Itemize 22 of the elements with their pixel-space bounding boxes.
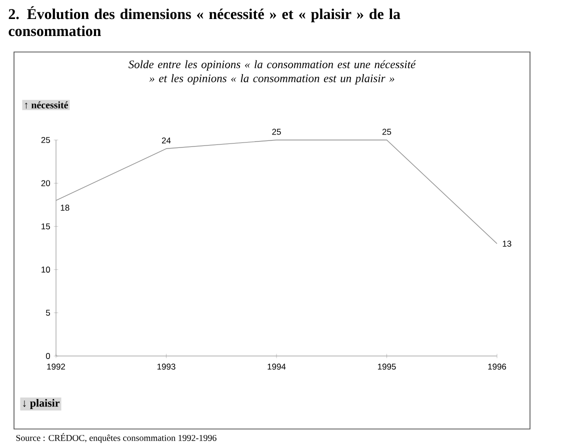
x-tick-label: 1992 [47,364,65,370]
text: ↑ nécessité [25,101,68,109]
data-label: 13 [502,240,512,247]
data-label: 18 [60,204,70,211]
chart-title: 2. Évolution des dimensions « nécessité » et « plaisir » de la consommation [8,6,400,36]
x-tick-label: 1994 [268,364,286,370]
y-tick-label: 0 [46,353,50,359]
data-label: 25 [272,128,281,135]
x-tick-label: 1995 [378,364,396,370]
y-tick-label: 15 [42,223,50,230]
chart-subtitle: Solde entre les opinions « la consommation est une nécessité » et les opinions « la consommation est un plaisir » [128,60,416,85]
y-tick-label: 5 [46,310,50,316]
data-label: 25 [382,128,392,135]
y-tick-label: 25 [41,137,50,143]
source-note: Source : CRÉDOC, enquêtes consommation 1992-1996 [16,433,216,443]
line-series [56,140,498,244]
data-label: 24 [162,138,171,144]
x-tick-label: 1996 [488,364,506,370]
y-tick-label: 10 [42,266,50,273]
x-tick-label: 1993 [157,364,176,370]
text: ↓ plaisir [23,399,60,409]
y-tick-label: 20 [41,180,50,186]
